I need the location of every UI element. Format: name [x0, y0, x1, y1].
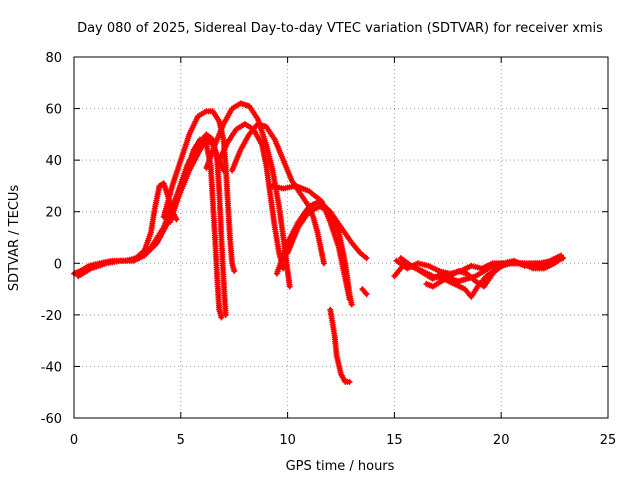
series-arc-p [423, 255, 564, 290]
series-arc-c [160, 108, 238, 274]
x-tick-label: 0 [70, 433, 78, 448]
series-arc-e [203, 100, 293, 290]
series-arc-j [284, 203, 370, 262]
series-arc-a [75, 136, 227, 280]
data-point-markers [284, 203, 370, 262]
y-axis-label: SDTVAR / TECUs [7, 185, 22, 292]
y-tick-label: -60 [41, 412, 62, 427]
x-tick-label: 20 [493, 433, 510, 448]
ticks [73, 56, 609, 419]
series-arc-n [397, 252, 564, 300]
data-point-markers [423, 255, 564, 290]
grid [74, 57, 608, 418]
y-tick-labels: -60 -40 -20 0 20 40 60 80 [41, 51, 62, 427]
y-tick-label: 40 [45, 154, 62, 169]
y-tick-label: -40 [41, 360, 62, 375]
data-point-markers [229, 121, 327, 267]
y-tick-label: 20 [45, 206, 62, 221]
chart-title: Day 080 of 2025, Sidereal Day-to-day VTE… [77, 21, 603, 36]
x-tick-label: 5 [177, 433, 185, 448]
x-tick-label: 15 [386, 433, 403, 448]
series-arc-g [229, 121, 327, 267]
data-point-markers [397, 252, 564, 300]
y-tick-label: 0 [54, 257, 62, 272]
x-tick-label: 25 [600, 433, 617, 448]
series-arc-k [327, 306, 353, 385]
data-point-markers [75, 136, 227, 280]
x-tick-label: 10 [279, 433, 296, 448]
y-tick-label: 60 [45, 103, 62, 118]
data-layer [71, 100, 567, 385]
x-axis-label: GPS time / hours [286, 459, 395, 474]
data-point-markers [167, 136, 225, 321]
x-tick-labels: 0 5 10 15 20 25 [70, 433, 616, 448]
series-arc-f [216, 121, 287, 272]
data-point-markers [359, 286, 370, 298]
y-tick-label: -20 [41, 309, 62, 324]
y-tick-label: 80 [45, 51, 62, 66]
series-arc-l [359, 286, 370, 298]
data-point-markers [203, 100, 293, 290]
plot-frame [73, 56, 609, 419]
data-point-markers [327, 306, 353, 385]
data-point-markers [216, 121, 287, 272]
